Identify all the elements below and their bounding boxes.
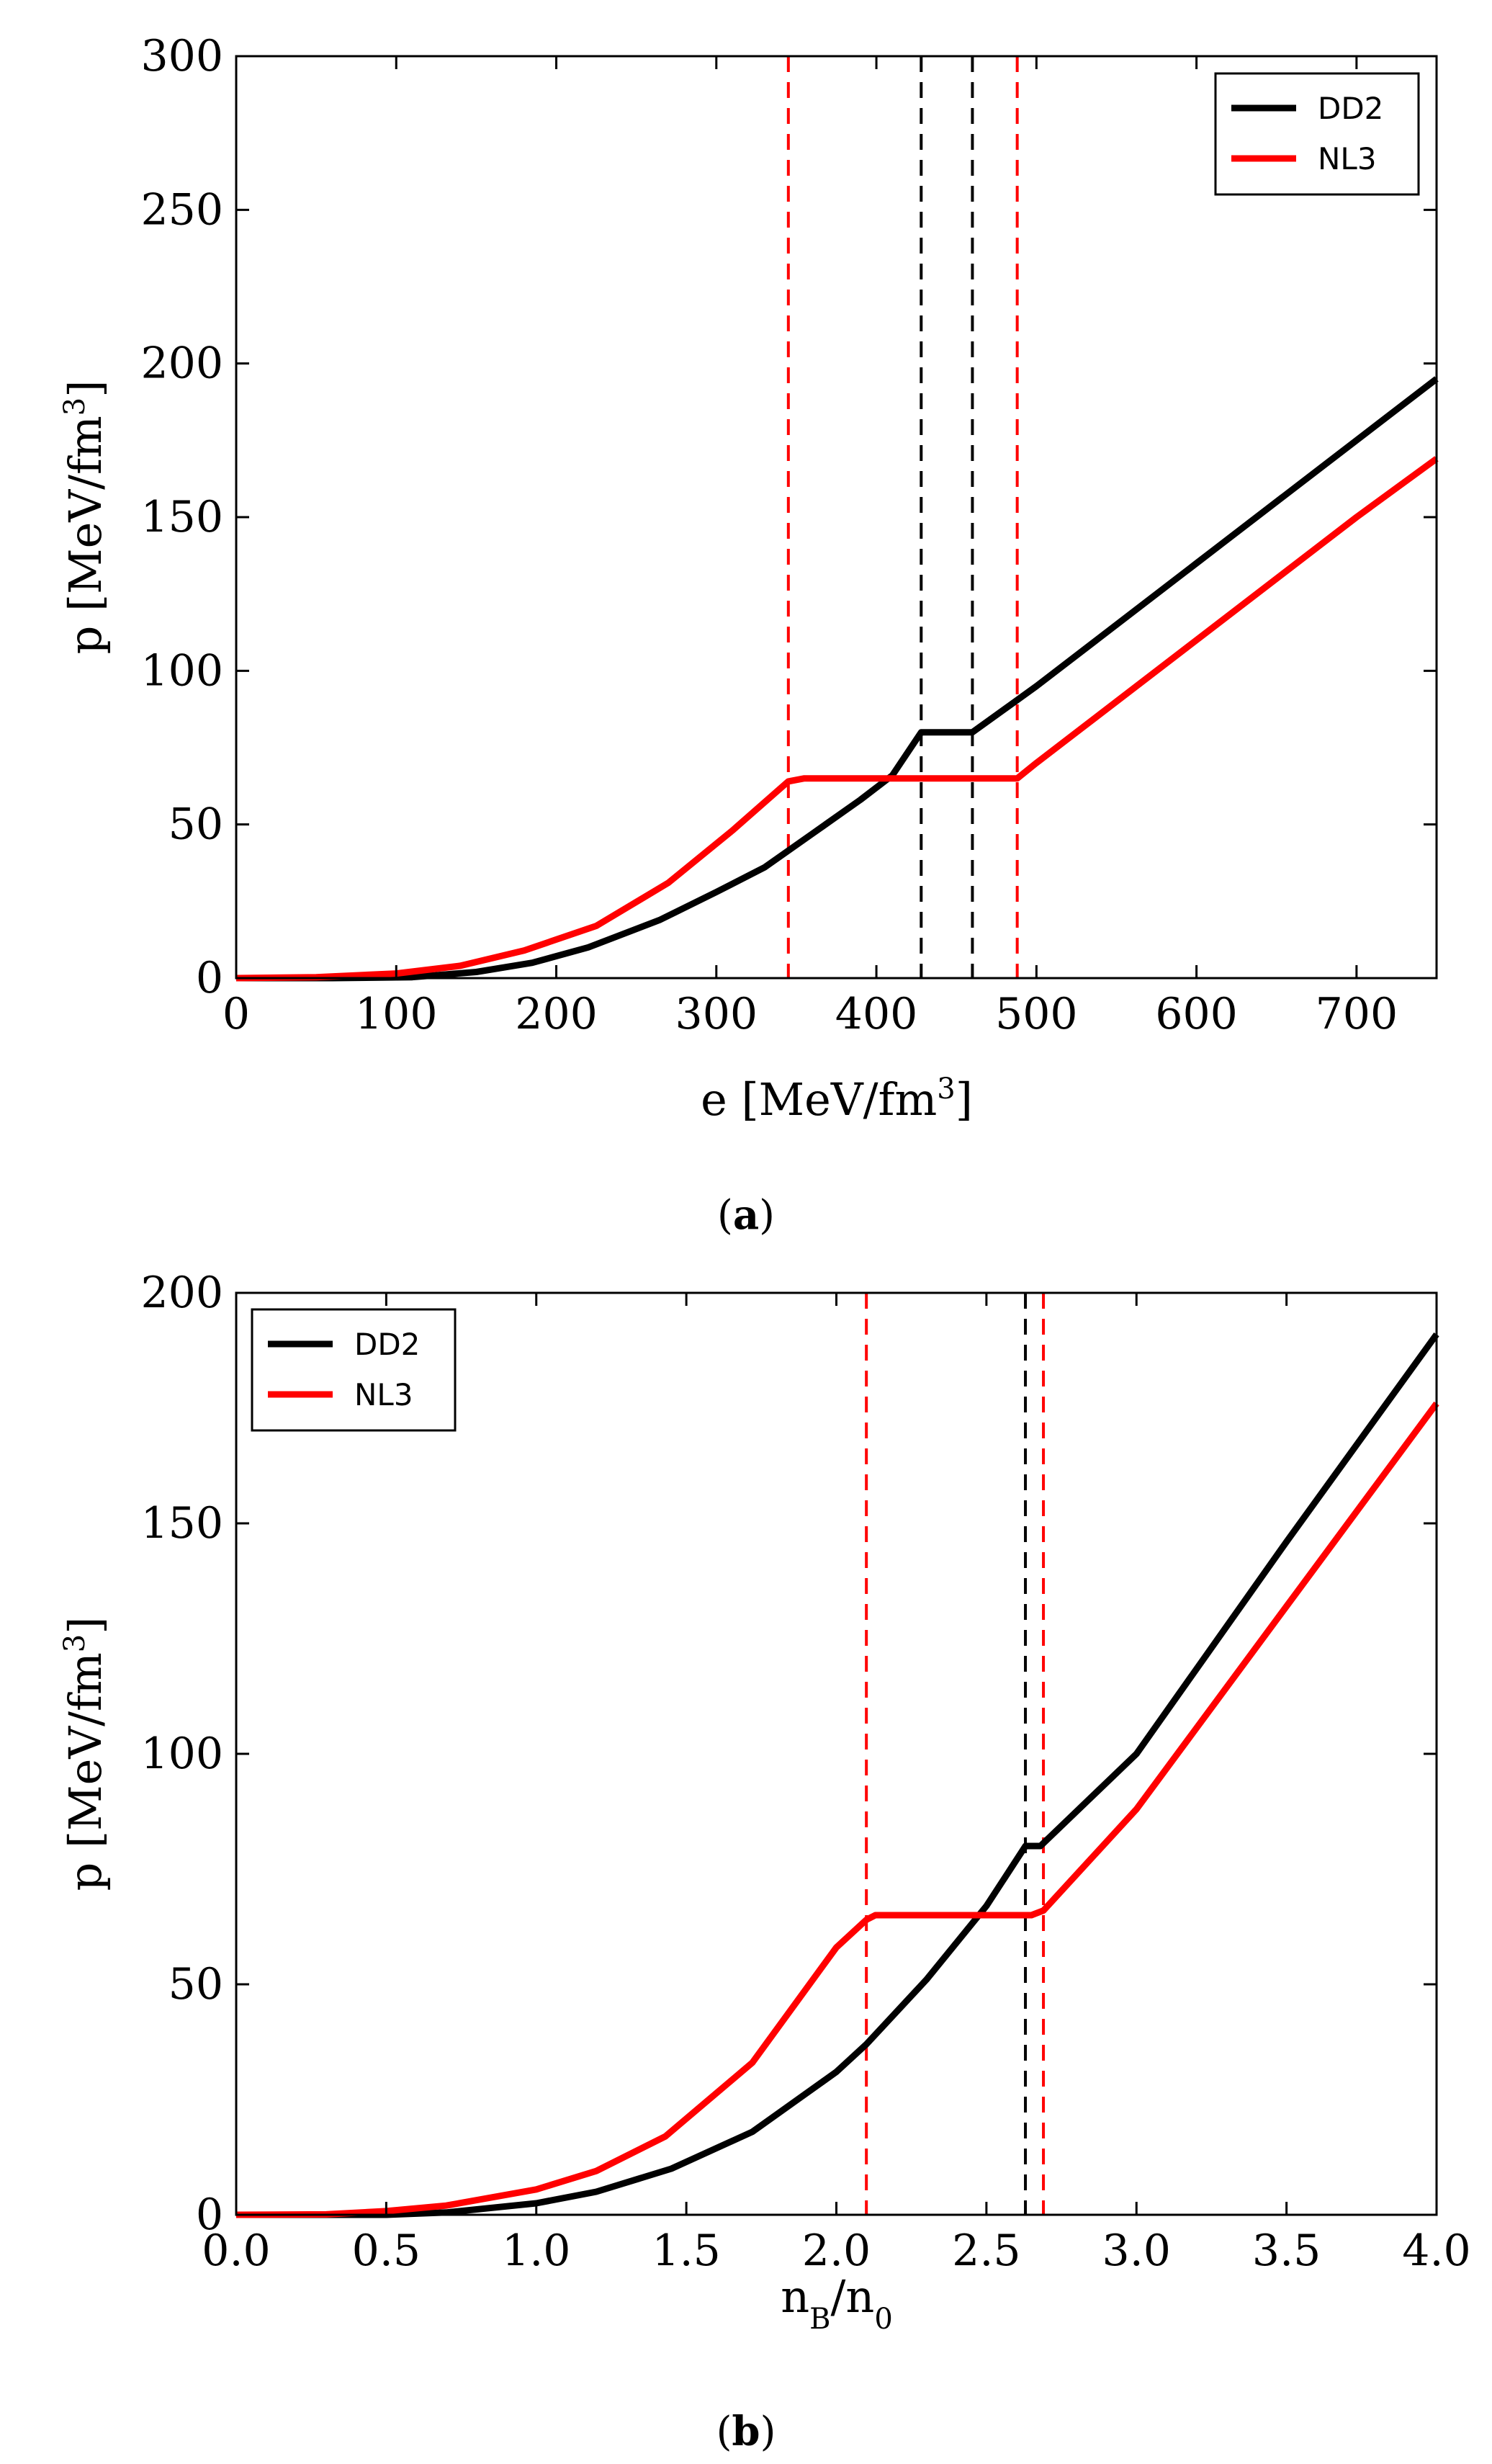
panel-b-x-tick-label: 0.0 — [202, 2226, 270, 2276]
panel-b-x-tick-label: 2.5 — [952, 2226, 1020, 2276]
panel-a-legend-label-nl3: NL3 — [1318, 141, 1377, 176]
panel-a-x-tick-label: 300 — [675, 989, 758, 1039]
panel-a-x-tick-label: 500 — [995, 989, 1078, 1039]
panel-a-caption: (a) — [717, 1191, 775, 1239]
panel-a-y-tick-label: 100 — [140, 645, 223, 696]
panel-a-y-tick-label: 200 — [140, 339, 223, 389]
panel-b-x-tick-label: 2.0 — [802, 2226, 871, 2276]
panel-a-line-nl3 — [235, 456, 1439, 982]
panel-a-y-tick-label: 150 — [140, 492, 223, 542]
panel-b-y-tick-label: 200 — [140, 1268, 223, 1318]
panel-a-series — [235, 376, 1439, 982]
panel-b-x-axis-label: nB/n0 — [781, 2270, 893, 2336]
panel-b-y-tick-label: 150 — [140, 1498, 223, 1549]
panel-b-legend-box — [251, 1308, 457, 1432]
panel-a-y-tick-label: 250 — [140, 184, 223, 235]
panel-b-legend-label-dd2: DD2 — [354, 1327, 420, 1362]
panel-a-x-tick-label: 400 — [835, 989, 918, 1039]
panel-b-y-axis-label: p [MeV/fm3] — [58, 1617, 112, 1891]
panel-b-x-tick-label: 1.5 — [652, 2226, 720, 2276]
panel-a-legend-label-dd2: DD2 — [1318, 91, 1383, 126]
panel-a-x-tick-label: 200 — [515, 989, 598, 1039]
panel-b-x-tick-label: 1.0 — [502, 2226, 570, 2276]
panel-a-x-tick-label: 600 — [1155, 989, 1238, 1039]
panel-a-vlines — [786, 56, 1019, 978]
panel-a-y-tick-label: 0 — [196, 953, 223, 1003]
panel-b-y-tick-label: 50 — [168, 1959, 223, 2010]
panel-a-y-axis-label: p [MeV/fm3] — [58, 380, 112, 655]
panel-b-vlines — [865, 1293, 1046, 2215]
panel-b-x-tick-label: 3.5 — [1252, 2226, 1321, 2276]
panel-b-x-tick-label: 0.5 — [352, 2226, 421, 2276]
panel-b-x-tick-label: 4.0 — [1402, 2226, 1470, 2276]
panel-b-x-tick-label: 3.0 — [1102, 2226, 1171, 2276]
panel-a-x-tick-label: 100 — [355, 989, 438, 1039]
panel-b-caption: (b) — [716, 2408, 776, 2455]
panel-b-ticks: 0.0 0.5 1.0 1.5 2.0 2.5 3.0 3.5 4.0 0 50 100 150 200 — [140, 1268, 1470, 2276]
panel-b-line-nl3 — [235, 1401, 1439, 2218]
panel-b-line-dd2 — [236, 1332, 1439, 2218]
panel-a-x-tick-label: 700 — [1316, 989, 1398, 1039]
panel-a-y-tick-label: 300 — [140, 31, 223, 81]
panel-a: 0 100 200 300 400 500 600 700 0 50 100 150 200 250 300… — [58, 31, 1439, 1239]
panel-a-legend-box — [1214, 72, 1420, 196]
panel-a-ticks: 0 100 200 300 400 500 600 700 0 50 100 150 200 250 300 — [140, 31, 1437, 1039]
panel-b: 0.0 0.5 1.0 1.5 2.0 2.5 3.0 3.5 4.0050100150200 … — [58, 1268, 1471, 2455]
panel-b-series — [235, 1332, 1439, 2218]
panel-a-x-tick-label: 0 — [223, 989, 250, 1039]
panel-a-line-dd2 — [236, 376, 1439, 982]
panel-a-x-axis-label: e [MeV/fm3] — [701, 1072, 973, 1126]
panel-b-y-tick-label: 100 — [140, 1729, 223, 1779]
panel-b-y-tick-label: 0 — [196, 2190, 223, 2240]
panel-b-legend-label-nl3: NL3 — [354, 1377, 413, 1412]
panel-a-y-tick-label: 50 — [168, 799, 223, 850]
